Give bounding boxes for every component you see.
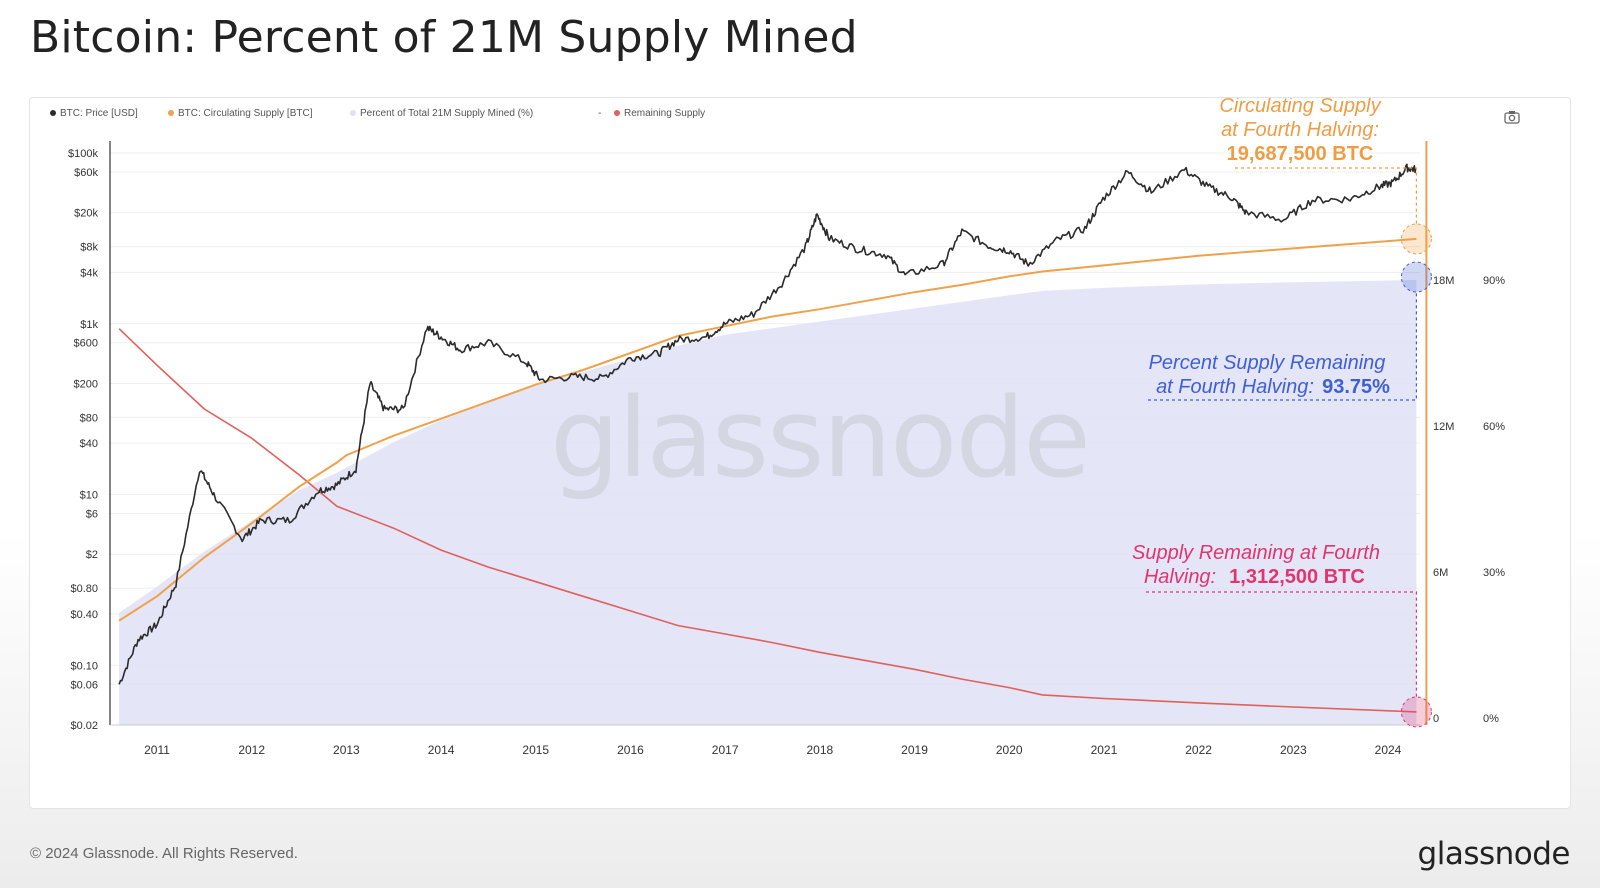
legend-item: Percent of Total 21M Supply Mined (%) [350,108,533,119]
x-tick-label: 2015 [522,743,549,757]
legend-item: BTC: Circulating Supply [BTC] [168,108,313,119]
y-left-tick-label: $100k [68,148,98,160]
y-left-tick-label: $0.06 [70,679,98,691]
percent-remaining-annotation-line2: at Fourth Halving: [1156,376,1314,398]
y-left-tick-label: $60k [74,167,98,179]
page-title: Bitcoin: Percent of 21M Supply Mined [30,12,858,63]
y-left-tick-label: $2 [86,549,98,561]
y-right-supply-tick-label: 0 [1433,713,1439,725]
y-right-supply-tick-label: 6M [1433,567,1448,579]
y-right-percent-tick-label: 60% [1483,421,1505,433]
x-tick-label: 2020 [996,743,1023,757]
circulating-supply-line [118,237,1417,622]
y-left-tick-label: $0.80 [70,583,98,595]
legend-swatch [50,110,56,116]
y-right-supply-tick-label: 12M [1433,421,1454,433]
circulating-annotation-value: 19,687,500 BTC [1227,143,1374,165]
supply-remaining-annotation-line2: Halving: [1144,566,1216,588]
footer-copyright: © 2024 Glassnode. All Rights Reserved. [30,845,298,862]
y-right-supply-tick-label: 18M [1433,275,1454,287]
chart-card: glassnode $100k $60k $20k $8k $4k $1k $600 $200… [29,97,1571,809]
x-tick-label: 2024 [1375,743,1402,757]
legend-item: Remaining Supply [614,108,705,119]
legend-label: Percent of Total 21M Supply Mined (%) [360,108,533,119]
legend-swatch [168,110,174,116]
y-left-tick-label: $0.02 [70,720,98,732]
axes-layer: $100k $60k $20k $8k $4k $1k $600 $200 $80 $40 $10 $… [68,141,1505,757]
y-right-percent-tick-label: 30% [1483,567,1505,579]
annotations-layer [1146,141,1432,728]
x-tick-label: 2016 [617,743,644,757]
legend-item: - [598,108,601,119]
y-left-tick-label: $80 [80,412,98,424]
circulating-guide [1235,167,1418,224]
y-left-tick-label: $4k [80,267,98,279]
percent-remaining-annotation-value: 93.75% [1322,376,1390,398]
y-left-tick-label: $40 [80,438,98,450]
watermark: glassnode [550,374,1089,502]
legend-swatch [350,110,356,116]
x-tick-label: 2019 [901,743,928,757]
camera-icon[interactable] [1504,111,1520,124]
x-tick-label: 2021 [1091,743,1118,757]
percent-remaining-annotation-line1: Percent Supply Remaining [1149,352,1386,374]
percent-mined-area [119,280,1417,725]
y-left-tick-label: $0.40 [70,609,98,621]
supply-remaining-annotation-value: 1,312,500 BTC [1229,566,1365,588]
y-right-percent-tick-label: 0% [1483,713,1499,725]
y-left-tick-label: $600 [74,338,98,350]
y-left-tick-label: $1k [80,319,98,331]
circulating-annotation-line2: at Fourth Halving: [1221,119,1379,141]
legend-label: - [598,108,601,119]
x-tick-label: 2017 [712,743,739,757]
legend: BTC: Price [USD] BTC: Circulating Supply … [50,108,705,119]
y-left-tick-label: $20k [74,208,98,220]
percent-remaining-marker [1400,261,1432,293]
legend-label: Remaining Supply [624,108,705,119]
chart-svg: glassnode $100k$60k$20k$8k$4k$1k$600$200… [50,98,1520,757]
legend-swatch [614,110,620,116]
y-right-percent-tick-label: 90% [1483,275,1505,287]
y-left-tick-label: $8k [80,242,98,254]
supply-remaining-annotation-line1: Supply Remaining at Fourth [1132,542,1380,564]
x-tick-label: 2023 [1280,743,1307,757]
x-tick-label: 2018 [806,743,833,757]
supply-remaining-guide [1146,591,1418,697]
legend-label: BTC: Price [USD] [60,108,138,119]
x-tick-label: 2022 [1185,743,1212,757]
footer-brand-logo: glassnode [1417,836,1571,872]
percent-area-layer [119,280,1417,725]
x-tick-label: 2014 [428,743,455,757]
x-tick-label: 2012 [238,743,265,757]
x-tick-label: 2011 [144,743,170,757]
y-left-tick-label: $0.10 [70,660,98,672]
x-tick-label: 2013 [333,743,360,757]
circulating-annotation-line1: Circulating Supply [1219,98,1381,117]
legend-item: BTC: Price [USD] [50,108,138,119]
circulating-supply-marker [1400,223,1432,255]
legend-label: BTC: Circulating Supply [BTC] [178,108,313,119]
btc-price-line [118,163,1418,685]
remaining-supply-line [118,328,1417,713]
y-left-tick-label: $200 [74,378,98,390]
y-left-tick-label: $6 [86,508,98,520]
series-lines-layer [118,163,1418,713]
supply-remaining-marker [1400,696,1432,728]
y-left-tick-label: $10 [80,490,98,502]
